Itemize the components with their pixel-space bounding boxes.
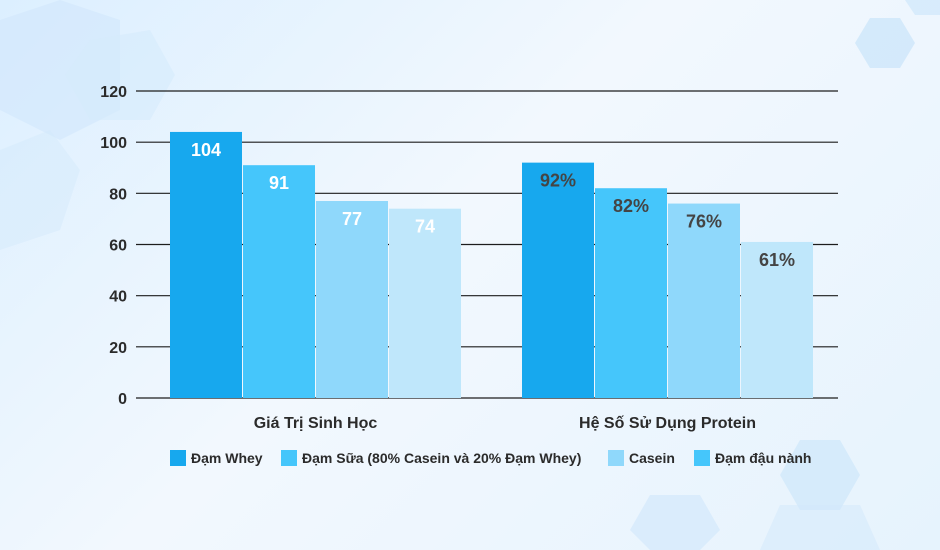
y-tick-label: 0 xyxy=(118,391,127,408)
bar xyxy=(389,208,461,398)
bar xyxy=(243,165,315,398)
bar xyxy=(668,203,740,398)
legend-label: Đạm đậu nành xyxy=(715,450,811,466)
y-tick-label: 80 xyxy=(109,186,127,203)
bar-value-label: 91 xyxy=(269,173,289,193)
legend-label: Đạm Whey xyxy=(191,450,263,466)
y-tick-label: 40 xyxy=(109,289,127,306)
legend: Đạm Whey Đạm Sữa (80% Casein và 20% Đạm W… xyxy=(170,450,811,466)
legend-swatch xyxy=(170,450,186,466)
bar xyxy=(522,162,594,398)
bar-value-label: 92% xyxy=(540,171,576,191)
legend-swatch xyxy=(608,450,624,466)
legend-label: Casein xyxy=(629,450,675,466)
bar-value-label: 104 xyxy=(191,140,221,160)
bars xyxy=(170,131,813,398)
y-tick-label: 100 xyxy=(100,135,127,152)
legend-label: Đạm Sữa (80% Casein và 20% Đạm Whey) xyxy=(302,450,581,466)
bar-value-label: 82% xyxy=(613,196,649,216)
bar-value-label: 74 xyxy=(415,217,435,237)
bar xyxy=(170,131,242,398)
y-tick-label: 120 xyxy=(100,84,127,101)
bar xyxy=(741,241,813,398)
bar-value-label: 76% xyxy=(686,212,722,232)
axis-labels: 0 20 40 60 80 100 120 Giá Trị Sinh Học Hệ Số Sử … xyxy=(100,84,756,432)
legend-swatch xyxy=(694,450,710,466)
bar xyxy=(595,188,667,398)
y-tick-label: 60 xyxy=(109,238,127,255)
x-category-label: Hệ Số Sử Dụng Protein xyxy=(579,415,756,432)
legend-swatch xyxy=(281,450,297,466)
bar xyxy=(316,201,388,398)
bar-value-label: 77 xyxy=(342,209,362,229)
bar-value-label: 61% xyxy=(759,250,795,270)
value-labels: 104 91 77 74 92% 82% 76% 61% xyxy=(191,140,795,270)
x-category-label: Giá Trị Sinh Học xyxy=(254,415,378,432)
y-tick-label: 20 xyxy=(109,340,127,357)
